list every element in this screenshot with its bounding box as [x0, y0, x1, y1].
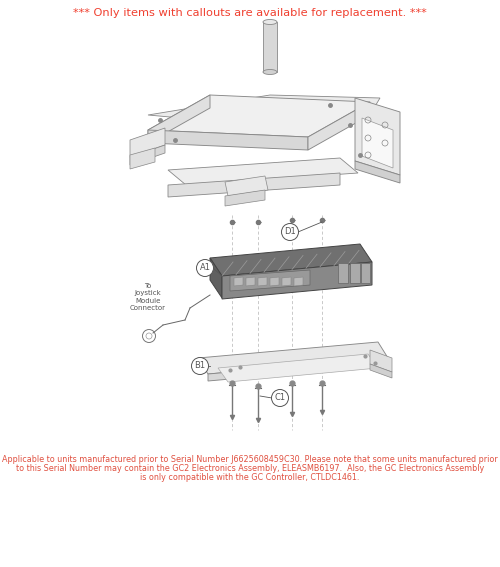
Polygon shape [148, 95, 210, 143]
Polygon shape [270, 277, 279, 286]
Polygon shape [350, 263, 360, 283]
Polygon shape [130, 128, 165, 157]
Ellipse shape [263, 19, 277, 24]
Polygon shape [258, 277, 267, 286]
Text: D1: D1 [284, 227, 296, 236]
Polygon shape [218, 354, 378, 382]
Polygon shape [294, 277, 303, 286]
Polygon shape [355, 161, 400, 183]
Text: *** Only items with callouts are available for replacement. ***: *** Only items with callouts are availab… [73, 8, 427, 18]
Text: Applicable to units manufactured prior to Serial Number J6625608459C30. Please n: Applicable to units manufactured prior t… [2, 455, 498, 464]
Circle shape [272, 390, 288, 407]
Polygon shape [370, 350, 392, 372]
Polygon shape [338, 263, 348, 283]
Polygon shape [210, 244, 372, 276]
Circle shape [282, 223, 298, 240]
Polygon shape [225, 176, 268, 196]
Text: A1: A1 [200, 264, 210, 273]
Circle shape [196, 260, 214, 277]
Polygon shape [148, 130, 308, 150]
Text: C1: C1 [274, 393, 285, 403]
Polygon shape [130, 145, 165, 165]
Polygon shape [168, 158, 358, 185]
Polygon shape [208, 358, 388, 381]
Polygon shape [148, 95, 370, 137]
Polygon shape [130, 148, 155, 169]
Text: To
Joystick
Module
Connector: To Joystick Module Connector [130, 283, 166, 311]
Polygon shape [246, 277, 255, 286]
Polygon shape [230, 270, 310, 291]
Polygon shape [198, 342, 388, 374]
Polygon shape [308, 102, 370, 150]
Text: to this Serial Number may contain the GC2 Electronics Assembly, ELEASMB6197.  Al: to this Serial Number may contain the GC… [16, 464, 484, 473]
Polygon shape [361, 263, 370, 283]
Polygon shape [370, 364, 392, 378]
Polygon shape [210, 258, 222, 298]
Text: B1: B1 [194, 362, 205, 370]
Polygon shape [222, 262, 372, 299]
Polygon shape [263, 22, 277, 72]
Polygon shape [168, 173, 340, 197]
Polygon shape [355, 98, 400, 175]
Circle shape [192, 358, 208, 374]
Polygon shape [148, 95, 380, 125]
Ellipse shape [263, 70, 277, 74]
Polygon shape [225, 190, 265, 206]
Polygon shape [362, 118, 393, 168]
Polygon shape [234, 277, 243, 286]
Polygon shape [282, 277, 291, 286]
Text: is only compatible with the GC Controller, CTLDC1461.: is only compatible with the GC Controlle… [140, 473, 360, 482]
